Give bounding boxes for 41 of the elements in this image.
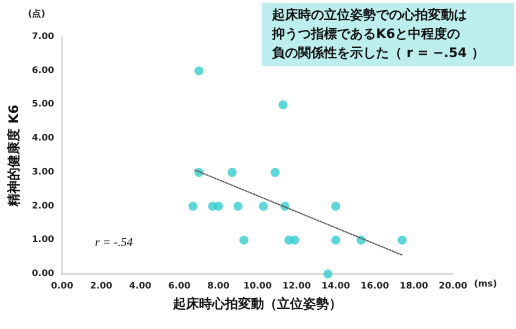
point <box>270 168 280 177</box>
annotation: 負の関係性を示した（ r = −.54 ） <box>272 46 484 61</box>
point <box>188 202 198 211</box>
y-tick-label: 0.00 <box>32 269 54 279</box>
y-tick-label: 6.00 <box>32 66 54 76</box>
x-tick-label: 8.00 <box>207 282 230 292</box>
text: (ms) <box>474 280 497 290</box>
text: (点) <box>28 8 46 20</box>
point <box>398 236 407 245</box>
text: 起床時の立位姿勢での心拍変動は <box>271 7 467 23</box>
point <box>194 66 204 76</box>
x-tick-label: 6.00 <box>168 282 190 292</box>
annotation: 抑うつ指標であるK6と中程度の <box>271 26 460 42</box>
y-tick-label: 5.00 <box>32 100 54 110</box>
annotation: r = -.54 <box>95 235 133 249</box>
x-tick-label: 4.00 <box>129 282 152 292</box>
point <box>331 202 340 211</box>
y-tick-label: 4.00 <box>32 134 54 144</box>
y-tick-label: 3.00 <box>32 167 54 178</box>
x-axis-title: 起床時心拍変動（立位姿勢） <box>172 296 342 312</box>
point <box>239 236 248 245</box>
x-tick-label: 20.00 <box>438 282 468 292</box>
point <box>214 202 223 211</box>
y-tick-label: 7.00 <box>32 32 54 42</box>
y-axis-title: 精神的健康度 K6 <box>6 104 22 208</box>
x-tick-label: 16.00 <box>360 282 390 292</box>
x-tick-label: 18.00 <box>400 282 428 292</box>
point <box>290 236 300 245</box>
y-tick-label: 2.00 <box>32 201 54 212</box>
point <box>331 236 340 245</box>
point <box>258 202 268 211</box>
x-tick-label: 14.00 <box>321 282 350 292</box>
x-tick-label: 0.00 <box>50 282 74 292</box>
x-tick-label: 10.00 <box>243 282 272 292</box>
point <box>234 202 243 211</box>
x-tick-label: 2.00 <box>90 282 112 292</box>
point <box>323 270 332 278</box>
x-tick-label: 12.00 <box>282 282 311 292</box>
point <box>278 100 288 110</box>
y-tick-label: 1.00 <box>32 235 54 246</box>
point <box>228 168 237 177</box>
